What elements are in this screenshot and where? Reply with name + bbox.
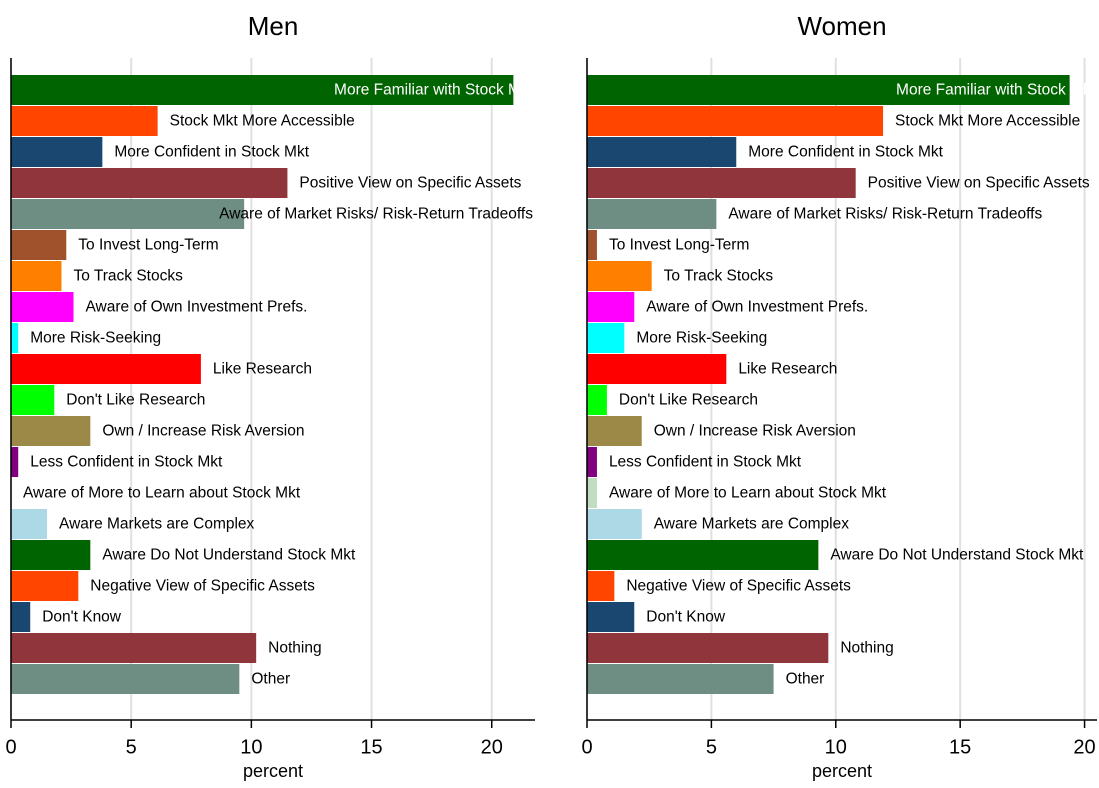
bar-label: Positive View on Specific Assets	[299, 175, 521, 192]
bar	[11, 447, 19, 477]
bar	[11, 168, 288, 198]
bar-label: Own / Increase Risk Aversion	[654, 423, 856, 440]
bar-label: Aware of Own Investment Prefs.	[85, 299, 307, 316]
bar	[587, 354, 727, 384]
bar-label: Aware of Market Risks/ Risk-Return Trade…	[219, 206, 533, 223]
x-tick-label: 20	[1073, 736, 1095, 758]
bar-label: Other	[786, 671, 825, 688]
bar-label: To Invest Long-Term	[78, 237, 218, 254]
panel-title: Women	[797, 11, 886, 41]
bar	[587, 602, 635, 632]
bar-label: Nothing	[840, 640, 893, 657]
x-tick-label: 20	[481, 736, 503, 758]
bar	[11, 602, 31, 632]
x-tick-label: 15	[360, 736, 382, 758]
bar-label: More Familiar with Stock Mkt	[896, 82, 1096, 99]
bar	[587, 509, 642, 539]
bar-label: Don't Like Research	[66, 392, 205, 409]
bar	[587, 416, 642, 446]
bar	[587, 323, 625, 353]
x-tick-label: 5	[126, 736, 137, 758]
panel-title: Men	[248, 11, 299, 41]
bar-label: Aware Markets are Complex	[59, 516, 255, 533]
bar-label: More Familiar with Stock Mkt	[334, 82, 534, 99]
bar-label: Aware of More to Learn about Stock Mkt	[609, 485, 887, 502]
bar-label: More Risk-Seeking	[636, 330, 767, 347]
bar	[587, 75, 1070, 105]
x-tick-label: 15	[949, 736, 971, 758]
bar-label: Less Confident in Stock Mkt	[30, 454, 223, 471]
bar-label: Less Confident in Stock Mkt	[609, 454, 802, 471]
x-axis-label: percent	[243, 761, 303, 781]
bar-label: Nothing	[268, 640, 321, 657]
bar-label: Stock Mkt More Accessible	[170, 113, 355, 130]
bar	[587, 447, 597, 477]
bar-label: More Confident in Stock Mkt	[748, 144, 943, 161]
bar	[587, 385, 607, 415]
bar-label: Own / Increase Risk Aversion	[102, 423, 304, 440]
bar	[11, 633, 257, 663]
bar-label: To Track Stocks	[73, 268, 183, 285]
bar	[587, 199, 717, 229]
bar-label: Positive View on Specific Assets	[868, 175, 1090, 192]
bar	[11, 137, 103, 167]
bar-label: Don't Like Research	[619, 392, 758, 409]
bar	[11, 261, 62, 291]
bar-label: Other	[251, 671, 290, 688]
bar-label: Like Research	[213, 361, 312, 378]
bar	[587, 230, 597, 260]
bar-label: Don't Know	[42, 609, 122, 626]
bar-label: Aware of Own Investment Prefs.	[646, 299, 868, 316]
bar	[11, 509, 48, 539]
bar	[587, 540, 819, 570]
bar	[11, 385, 55, 415]
bar	[587, 292, 635, 322]
bar-label: Negative View of Specific Assets	[626, 578, 851, 595]
x-axis-label: percent	[812, 761, 872, 781]
bar	[11, 75, 514, 105]
x-tick-label: 5	[706, 736, 717, 758]
bar	[11, 540, 91, 570]
bar	[587, 478, 597, 508]
bar	[11, 199, 245, 229]
bar	[11, 354, 201, 384]
bar-label: Stock Mkt More Accessible	[895, 113, 1080, 130]
bar	[587, 261, 652, 291]
bar-label: More Confident in Stock Mkt	[114, 144, 309, 161]
bar	[587, 571, 615, 601]
bar	[11, 106, 158, 136]
x-tick-label: 0	[581, 736, 592, 758]
bar	[587, 664, 774, 694]
x-tick-label: 0	[5, 736, 16, 758]
bar-label: Negative View of Specific Assets	[90, 578, 315, 595]
x-tick-label: 10	[240, 736, 262, 758]
bar	[11, 230, 67, 260]
bar	[11, 571, 79, 601]
bar	[11, 416, 91, 446]
bar	[587, 168, 856, 198]
bar-label: To Track Stocks	[664, 268, 774, 285]
bar-label: To Invest Long-Term	[609, 237, 749, 254]
bar-label: Aware of More to Learn about Stock Mkt	[23, 485, 301, 502]
bar	[11, 323, 19, 353]
bar-label: Like Research	[738, 361, 837, 378]
bar-label: Aware of Market Risks/ Risk-Return Trade…	[728, 206, 1042, 223]
bar-label: Aware Markets are Complex	[654, 516, 850, 533]
bar-label: More Risk-Seeking	[30, 330, 161, 347]
bar	[11, 664, 240, 694]
bar	[587, 137, 737, 167]
bar-label: Don't Know	[646, 609, 726, 626]
bar	[11, 292, 74, 322]
bar	[587, 633, 829, 663]
bar	[587, 106, 884, 136]
x-tick-label: 10	[825, 736, 847, 758]
bar-label: Aware Do Not Understand Stock Mkt	[830, 547, 1084, 564]
bar-label: Aware Do Not Understand Stock Mkt	[102, 547, 356, 564]
